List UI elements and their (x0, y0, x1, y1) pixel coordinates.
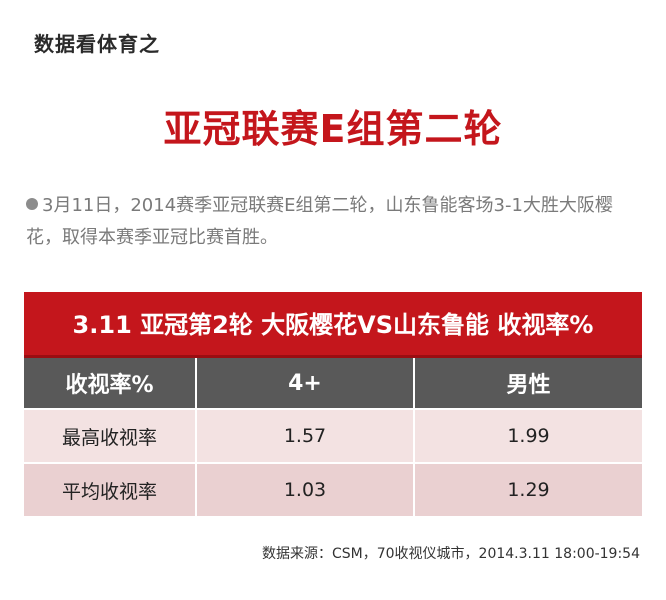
table-row: 最高收视率 1.57 1.99 (24, 408, 642, 463)
cell-peak-male: 1.99 (414, 408, 642, 463)
summary-text: 3月11日，2014赛季亚冠联赛E组第二轮，山东鲁能客场3-1大胜大阪樱花，取得… (26, 195, 613, 248)
row-label-average: 平均收视率 (24, 462, 197, 516)
table-title: 3.11 亚冠第2轮 大阪樱花VS山东鲁能 收视率% (24, 292, 642, 358)
brand-title: 数据看体育之 (34, 32, 160, 56)
summary-paragraph: 3月11日，2014赛季亚冠联赛E组第二轮，山东鲁能客场3-1大胜大阪樱花，取得… (26, 190, 646, 254)
cell-average-4plus: 1.03 (196, 462, 415, 516)
column-header-male: 男性 (414, 358, 642, 409)
data-source-note: 数据来源：CSM，70收视仪城市，2014.3.11 18:00-19:54 (262, 546, 640, 562)
table-row: 平均收视率 1.03 1.29 (24, 462, 642, 516)
ratings-table: 收视率% 4+ 男性 最高收视率 1.57 1.99 平均收视率 1.03 1.… (24, 358, 642, 516)
bullet-icon (26, 198, 38, 210)
column-header-4plus: 4+ (196, 358, 415, 409)
headline: 亚冠联赛E组第二轮 (163, 107, 503, 151)
row-label-peak: 最高收视率 (24, 408, 197, 463)
cell-average-male: 1.29 (414, 462, 642, 516)
table-header-row: 收视率% 4+ 男性 (24, 358, 642, 409)
column-header-ratings: 收视率% (24, 358, 197, 409)
cell-peak-4plus: 1.57 (196, 408, 415, 463)
